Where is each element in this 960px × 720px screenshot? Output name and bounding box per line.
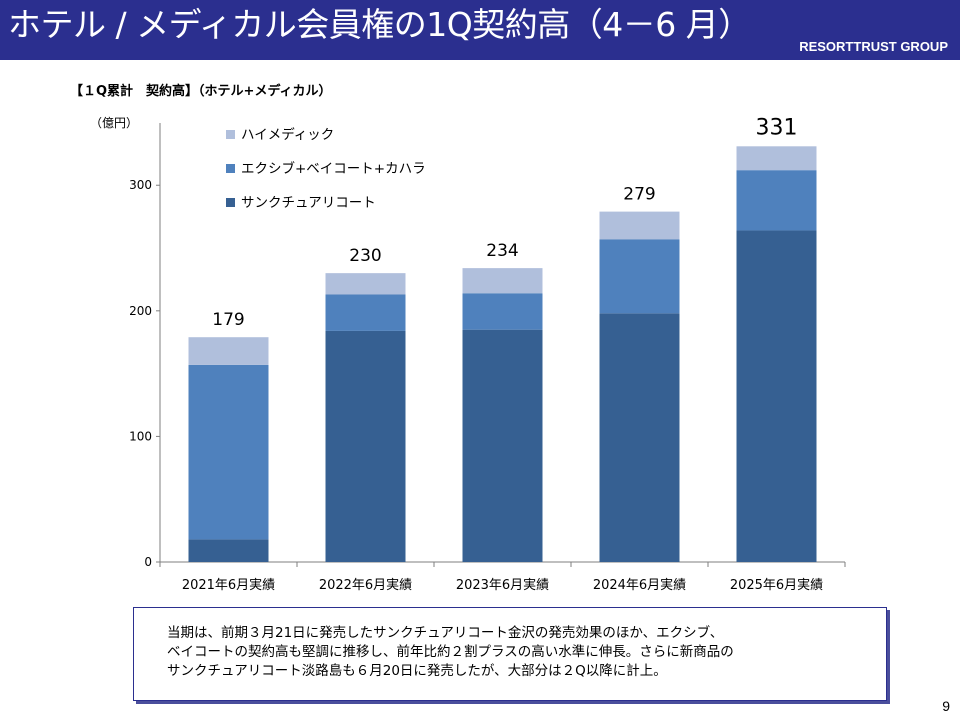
comment-line-3: サンクチュアリコート淡路島も６月20日に発売したが、大部分は２Q以降に計上。 <box>167 663 667 679</box>
x-category-label: 2024年6月実績 <box>593 577 686 593</box>
legend-label: サンクチュアリコート <box>241 195 376 211</box>
y-tick-label: 0 <box>144 555 152 569</box>
x-category-label: 2023年6月実績 <box>456 577 549 593</box>
x-category-label: 2021年6月実績 <box>182 577 275 593</box>
comment-box: 当期は、前期３月21日に発売したサンクチュアリコート金沢の発売効果のほか、エクシ… <box>133 607 887 701</box>
slide-header: ホテル / メディカル会員権の1Q契約高（4－6 月） RESORTTRUST … <box>0 0 960 60</box>
bar-total-label: 179 <box>212 310 244 330</box>
legend-label: エクシブ+ベイコート+カハラ <box>241 160 426 177</box>
bar-segment-1 <box>325 330 406 562</box>
x-category-label: 2025年6月実績 <box>730 577 823 593</box>
bar-segment-2 <box>325 294 406 331</box>
slide-title: ホテル / メディカル会員権の1Q契約高（4－6 月） <box>8 5 751 44</box>
y-tick-label: 200 <box>129 304 152 318</box>
legend-swatch <box>226 130 235 139</box>
legend-swatch <box>226 198 235 207</box>
chart-subtitle: 【１Q累計 契約高】（ホテル+メディカル） <box>70 84 332 99</box>
bar-segment-2 <box>736 170 817 231</box>
bar-segment-3 <box>736 146 817 171</box>
legend-swatch <box>226 164 235 173</box>
bar-segment-1 <box>736 230 817 562</box>
comment-line-2: ベイコートの契約高も堅調に推移し、前年比約２割プラスの高い水準に伸長。さらに新商… <box>167 644 734 660</box>
bar-total-label: 331 <box>756 115 798 140</box>
bar-total-label: 230 <box>349 246 381 266</box>
bar-segment-2 <box>462 293 543 330</box>
y-tick-label: 300 <box>129 178 152 192</box>
bar-segment-3 <box>462 268 543 294</box>
comment-line-1: 当期は、前期３月21日に発売したサンクチュアリコート金沢の発売効果のほか、エクシ… <box>167 625 724 641</box>
legend-label: ハイメディック <box>241 126 334 143</box>
bar-segment-3 <box>599 211 680 240</box>
bar-segment-1 <box>599 313 680 562</box>
y-axis-unit: （億円） <box>90 116 139 130</box>
bar-total-label: 279 <box>623 185 655 205</box>
bar-segment-3 <box>325 273 406 295</box>
bar-segment-1 <box>462 329 543 562</box>
y-tick-label: 100 <box>129 429 152 443</box>
bar-segment-3 <box>188 337 269 365</box>
bar-segment-2 <box>188 364 269 540</box>
brand-name: RESORTTRUST GROUP <box>799 39 948 54</box>
x-category-label: 2022年6月実績 <box>319 577 412 593</box>
bar-segment-2 <box>599 239 680 314</box>
page-number: 9 <box>942 698 950 714</box>
stacked-bar-chart: 0 100 200 300 179 2021年6月実績 230 2022年6月実績 234 202… <box>129 115 846 593</box>
bar-total-label: 234 <box>486 241 518 261</box>
bar-segment-1 <box>188 539 269 562</box>
